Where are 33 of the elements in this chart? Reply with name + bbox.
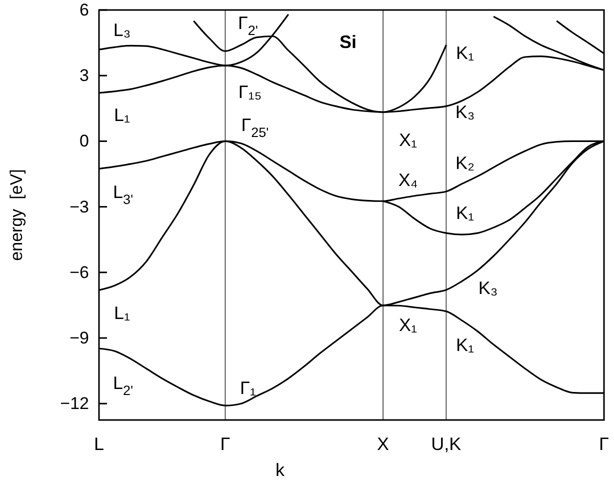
annotation: Γ$_{2'}$: [238, 13, 258, 38]
y-tick-label: −9: [70, 328, 89, 348]
annotation: Γ₁: [240, 378, 256, 398]
annotation: Γ₁₅: [238, 82, 262, 102]
y-tick-label: −3: [70, 197, 89, 216]
x-tick-label: Γ: [220, 434, 230, 454]
annotation: X₁: [398, 315, 418, 335]
x-tick-label: X: [377, 434, 390, 454]
x-tick-label: L: [94, 434, 104, 454]
annotation: K₂: [456, 153, 475, 173]
y-tick-label: −6: [70, 262, 89, 282]
y-tick-label: 0: [80, 132, 89, 151]
y-axis-title: energy [eV]: [7, 169, 26, 261]
x-axis-title: k: [276, 460, 286, 480]
annotation: Si: [339, 32, 357, 52]
annotation: K₃: [478, 278, 498, 298]
annotation: K₁: [456, 335, 474, 355]
annotation: K₁: [456, 43, 474, 63]
annotation: X₄: [398, 170, 418, 190]
annotation: L₃: [113, 20, 131, 40]
annotation: K₃: [455, 102, 475, 122]
annotation: K₁: [456, 203, 474, 223]
annotation: L₁: [114, 303, 130, 323]
annotation: L$_{2'}$: [112, 373, 134, 398]
y-tick-label: 3: [80, 66, 89, 86]
x-tick-label: Γ: [599, 434, 610, 454]
annotation: L₁: [114, 105, 130, 125]
annotation: Γ$_{25'}$: [241, 115, 269, 140]
annotation: X₁: [398, 130, 418, 150]
y-tick-label: 6: [80, 0, 89, 20]
y-tick-label: −12: [60, 394, 89, 414]
x-tick-label: U,K: [431, 434, 462, 454]
annotation: L$_{3'}$: [112, 182, 134, 207]
